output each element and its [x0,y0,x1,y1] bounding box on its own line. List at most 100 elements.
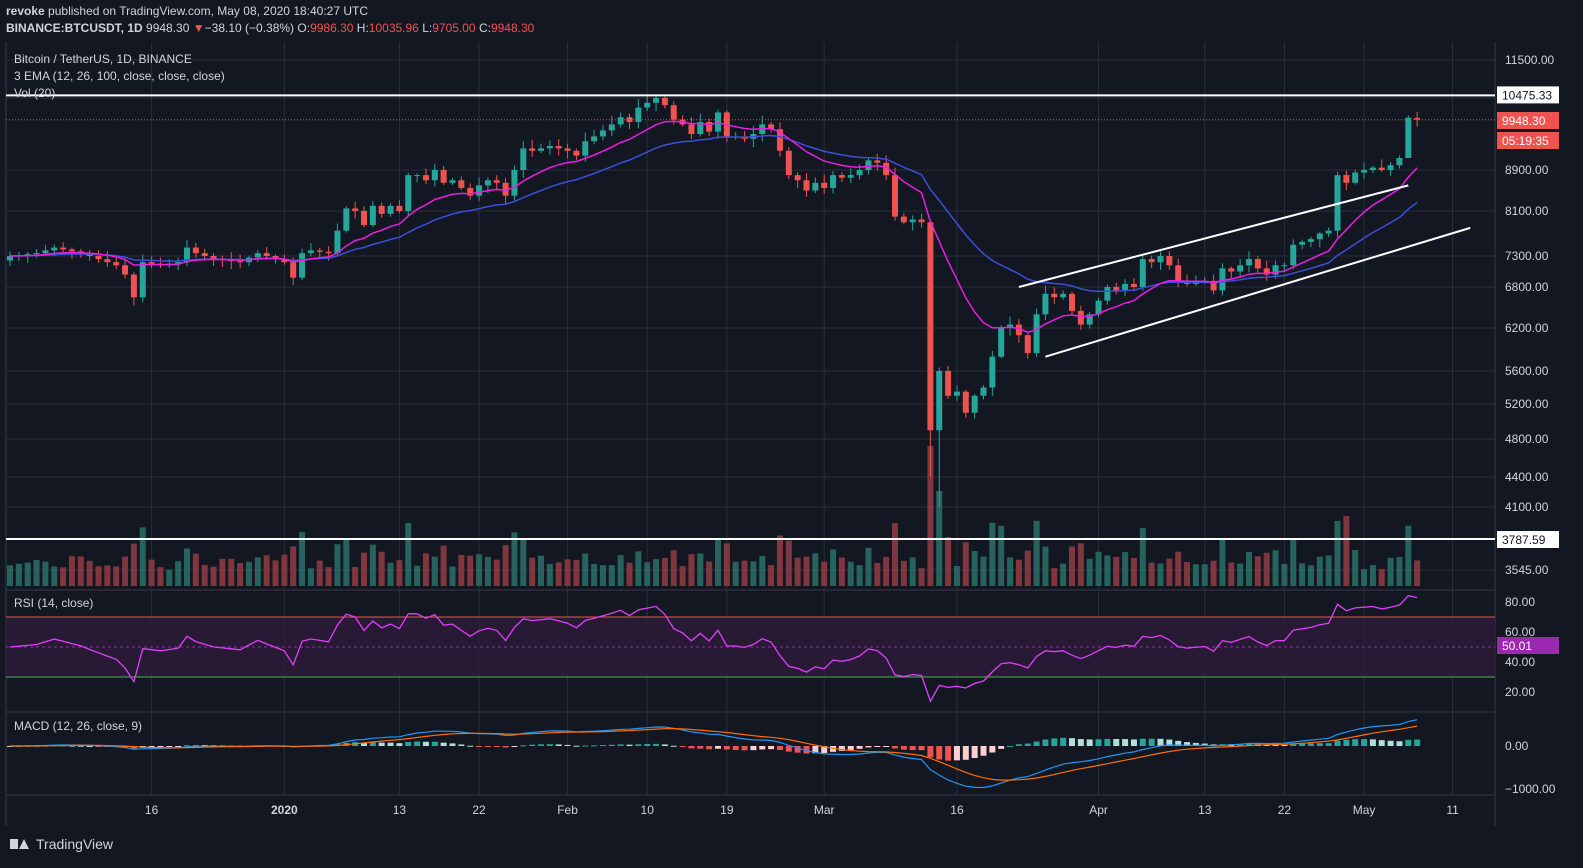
volume-bar [688,554,695,586]
volume-bar [953,565,960,586]
volume-bar [1184,562,1191,586]
candle-body [715,112,721,132]
macd-hist-bar [449,743,456,746]
rsi-current-tag-bg [1497,637,1559,654]
candle-body [281,259,288,263]
macd-hist-bar [626,744,633,746]
candle-body [192,247,199,254]
candle-body [307,250,314,254]
candle-body [555,146,562,149]
time-tick-label: 16 [950,803,964,817]
volume-bar [1201,564,1208,586]
countdown-tag: 05:19:35 [1502,134,1549,148]
resistance-price-tag-bg [1497,86,1559,104]
macd-hist-bar [467,745,474,747]
volume-bar [387,562,394,586]
macd-hist-bar [1148,738,1155,746]
macd-hist-bar [148,746,155,748]
candle-body [1069,293,1075,311]
volume-bar [502,545,509,586]
macd-line [9,719,1418,789]
macd-hist-bar [1007,745,1014,747]
volume-bar [1299,563,1306,586]
candle-body [865,160,872,170]
time-tick-label: 19 [720,803,734,817]
publisher-name[interactable]: revoke [6,4,45,18]
close-value: 9948.30 [490,21,535,35]
macd-hist-bar [874,746,881,747]
macd-hist-bar [484,746,491,747]
volume-bar [1139,527,1146,586]
volume-bar [1352,549,1359,586]
volume-bar [1316,556,1323,586]
volume-legend[interactable]: Vol (20) [14,86,56,100]
volume-bar [272,560,279,586]
volume-bar [865,547,872,586]
candle-body [644,102,651,108]
rsi-legend[interactable]: RSI (14, close) [14,596,94,610]
volume-bar [794,557,801,586]
price-tick-label: 8100.00 [1505,204,1549,218]
candle-body [538,148,544,151]
volume-bar [971,551,978,586]
macd-hist-bar [892,746,898,749]
time-tick-label: 2020 [271,803,298,817]
volume-bar [369,544,376,586]
volume-bar [653,559,660,586]
macd-hist-bar [953,746,960,761]
macd-hist-bar [865,746,872,748]
macd-hist-bar [502,746,509,748]
macd-hist-bar [1414,739,1421,746]
volume-bar [1095,551,1102,586]
instrument-legend[interactable]: Bitcoin / TetherUS, 1D, BINANCE [14,52,192,66]
volume-bar [1210,560,1217,586]
candle-body [369,205,376,226]
volume-bar [1387,557,1394,586]
candle-body [1316,233,1323,240]
volume-bar [440,545,447,586]
candle-body [1104,287,1111,301]
volume-bar [830,549,837,586]
candle-body [599,130,606,137]
candle-body [945,371,952,396]
macd-hist-bar [493,746,500,747]
volume-bar [77,556,84,586]
candle-body [1254,259,1261,269]
macd-hist-bar [715,746,721,749]
macd-hist-bar [909,746,916,751]
candle-body [511,170,518,196]
macd-hist-bar [1051,738,1058,746]
volume-bar [821,561,828,586]
macd-hist-bar [1033,741,1040,746]
volume-bar [529,557,536,586]
volume-bar [785,540,792,586]
volume-bar [555,562,562,586]
macd-hist-bar [1069,738,1075,746]
volume-bar [476,554,483,586]
ema-legend[interactable]: 3 EMA (12, 26, 100, close, close, close) [14,69,225,83]
volume-bar [210,566,217,586]
candle-body [1024,335,1031,354]
candle-body [883,162,890,176]
candle-body [573,150,580,156]
candle-body [1077,310,1084,325]
candle-body [856,170,863,176]
macd-hist-bar [1210,744,1217,746]
volume-bar [467,555,474,586]
macd-hist-bar [476,746,483,747]
volume-bar [626,562,633,586]
macd-hist-bar [1325,743,1332,746]
volume-bar [86,560,93,586]
tradingview-brand[interactable]: TradingView [10,836,113,852]
macd-hist-bar [599,745,606,747]
macd-hist-bar [741,746,748,751]
volume-bar [1281,563,1288,586]
macd-legend[interactable]: MACD (12, 26, close, 9) [14,719,143,733]
macd-hist-bar [768,746,775,750]
candle-body [1015,324,1022,336]
volume-bar [856,565,863,586]
channel-trendline-1 [1018,184,1409,288]
volume-bar [723,543,730,586]
volume-bar [892,523,898,586]
